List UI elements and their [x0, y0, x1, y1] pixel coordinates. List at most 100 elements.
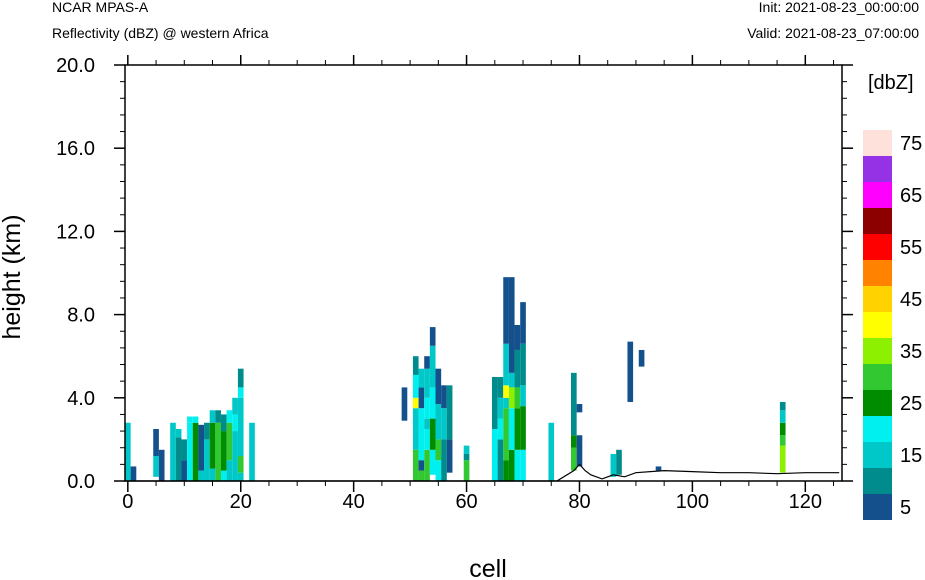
reflectivity-cell [187, 422, 193, 481]
model-title: NCAR MPAS-A [52, 0, 149, 15]
colorbar-swatch [863, 364, 892, 390]
colorbar-label: 25 [900, 393, 922, 415]
reflectivity-cell [508, 372, 515, 388]
reflectivity-cell [514, 449, 521, 481]
reflectivity-cell [616, 449, 622, 475]
reflectivity-cell [412, 408, 419, 450]
terrain-line [125, 463, 840, 482]
reflectivity-cell [429, 387, 436, 419]
reflectivity-cell [779, 401, 786, 411]
reflectivity-cell [429, 327, 436, 346]
reflectivity-cell [249, 422, 255, 481]
reflectivity-cell [508, 387, 515, 409]
reflectivity-cell [170, 422, 176, 481]
reflectivity-cell [130, 466, 137, 481]
colorbar-label: 55 [900, 237, 922, 259]
colorbar-label: 15 [900, 445, 922, 467]
reflectivity-cell [491, 377, 498, 429]
y-tick-label: 12.0 [56, 221, 95, 243]
reflectivity-cell [412, 397, 419, 409]
reflectivity-cell [520, 406, 526, 450]
reflectivity-cell [497, 377, 504, 398]
plot-frame [124, 64, 843, 482]
reflectivity-cell [424, 356, 430, 369]
colorbar-label: 35 [900, 341, 922, 363]
x-tick-label: 80 [568, 491, 590, 513]
reflectivity-cell [187, 416, 193, 423]
reflectivity-cell [412, 374, 419, 398]
x-tick-label: 60 [455, 491, 477, 513]
reflectivity-cell [237, 387, 244, 398]
reflectivity-cell [503, 397, 509, 409]
reflectivity-cell [192, 416, 199, 423]
field-title: Reflectivity (dBZ) @ western Africa [52, 25, 269, 41]
colorbar-swatch [863, 416, 892, 442]
reflectivity-cell [158, 449, 165, 481]
colorbar-label: 65 [900, 185, 922, 207]
reflectivity-cell [520, 302, 526, 344]
reflectivity-cell [503, 408, 509, 461]
reflectivity-cell [508, 277, 515, 373]
reflectivity-cell [503, 460, 509, 481]
reflectivity-cell [503, 343, 509, 386]
colorbar-swatch [863, 182, 892, 208]
colorbar-swatch [863, 260, 892, 286]
reflectivity-cell [237, 368, 244, 388]
reflectivity-cell [418, 368, 425, 388]
x-tick-label: 40 [343, 491, 365, 513]
reflectivity-cell [209, 410, 216, 423]
reflectivity-cell [435, 404, 442, 440]
axis-ticks: 0 20 40 60 80 100 120 0.0 4.0 8.0 12.0 16.0 20.0 [56, 55, 853, 513]
colorbar-swatch [863, 442, 892, 468]
reflectivity-cell [520, 449, 526, 481]
y-tick-label: 16.0 [56, 138, 95, 160]
x-axis-label: cell [469, 555, 507, 580]
reflectivity-cell [412, 356, 419, 375]
reflectivity-cell [226, 422, 233, 461]
y-tick-label: 4.0 [67, 388, 95, 410]
reflectivity-cell [429, 345, 436, 388]
reflectivity-cell [429, 418, 436, 450]
valid-time: Valid: 2021-08-23_07:00:00 [747, 25, 919, 41]
reflectivity-cell [424, 368, 430, 398]
reflectivity-cell [209, 422, 216, 469]
colorbar-label: 75 [900, 133, 922, 155]
reflectivity-cell [497, 418, 504, 440]
reflectivity-cell [232, 397, 238, 415]
colorbar-label: 45 [900, 289, 922, 311]
colorbar-swatch [863, 390, 892, 416]
reflectivity-cell [220, 414, 227, 432]
y-tick-label: 20.0 [56, 55, 95, 77]
reflectivity-cell [153, 429, 159, 457]
reflectivity-cell [424, 418, 430, 429]
reflectivity-cell [181, 439, 188, 461]
reflectivity-cell [175, 437, 182, 481]
reflectivity-cell [424, 397, 430, 419]
reflectivity-cell [610, 453, 617, 477]
reflectivity-cell [209, 468, 216, 481]
reflectivity-cell [520, 343, 526, 386]
y-tick-label: 0.0 [67, 471, 95, 493]
reflectivity-cell [441, 385, 447, 409]
reflectivity-cell [175, 429, 182, 438]
reflectivity-cell [429, 449, 436, 475]
x-tick-label: 0 [122, 491, 133, 513]
reflectivity-cell [435, 460, 442, 481]
reflectivity-cell [779, 435, 786, 446]
reflectivity-cell [497, 397, 504, 419]
reflectivity-cell [125, 422, 131, 481]
reflectivity-cell [204, 422, 210, 440]
reflectivity-cell [435, 439, 442, 461]
colorbar: 5 15 25 35 45 55 65 75 [863, 130, 922, 520]
init-time: Init: 2021-08-23_00:00:00 [759, 0, 920, 15]
terrain-profile [125, 463, 840, 482]
colorbar-swatch [863, 494, 892, 520]
y-tick-label: 8.0 [67, 305, 95, 327]
reflectivity-cell [508, 408, 515, 450]
colorbar-swatch [863, 312, 892, 338]
colorbar-swatch [863, 468, 892, 494]
colorbar-swatch [863, 130, 892, 156]
reflectivity-cell [232, 414, 238, 432]
reflectivity-cell [418, 387, 425, 409]
x-tick-label: 20 [230, 491, 252, 513]
